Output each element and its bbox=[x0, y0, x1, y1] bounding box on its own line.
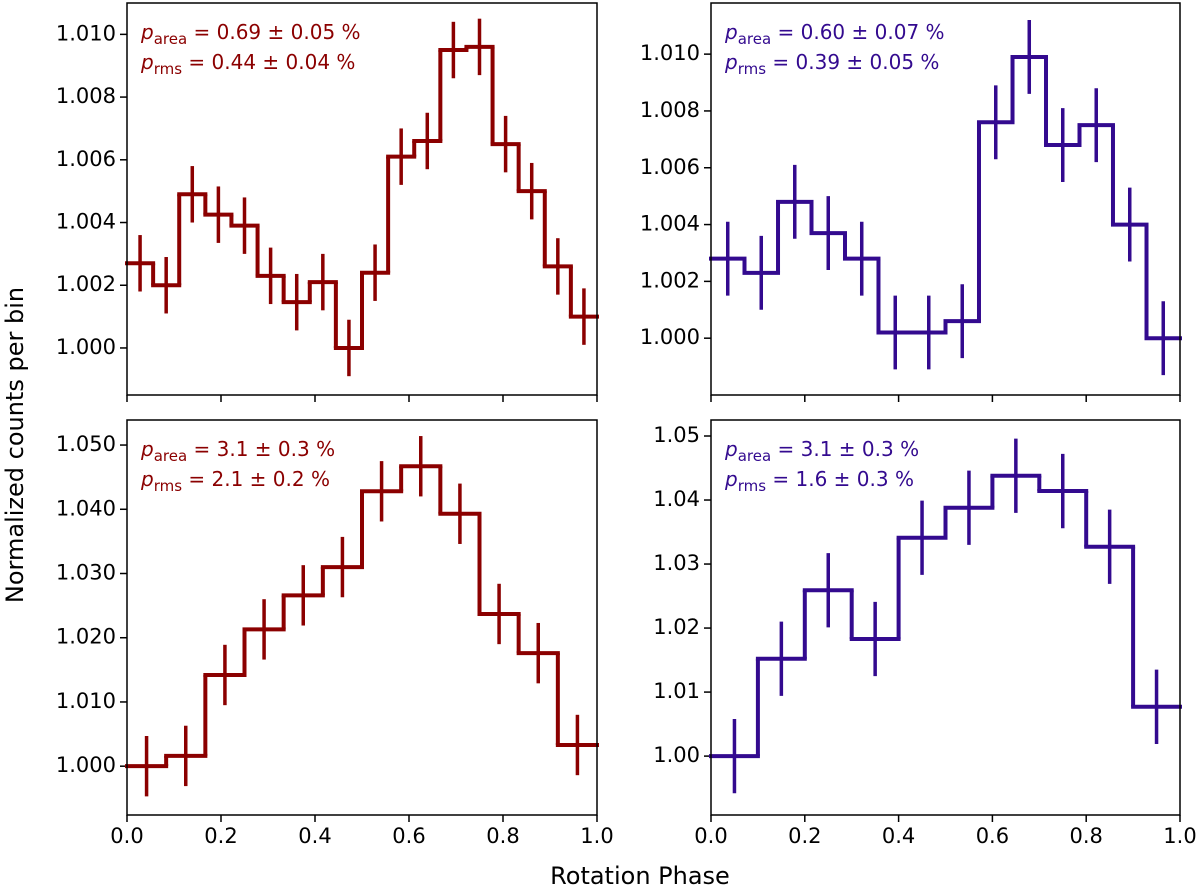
annotation-text: = 0.44 ± 0.04 % bbox=[182, 50, 355, 74]
y-tick-label: 1.050 bbox=[56, 432, 116, 456]
y-tick-label: 1.05 bbox=[653, 423, 700, 447]
y-tick-label: 1.010 bbox=[56, 689, 116, 713]
annotation-text: = 0.39 ± 0.05 % bbox=[766, 50, 939, 74]
x-tick-label: 1.0 bbox=[1163, 824, 1196, 848]
y-tick-label: 1.040 bbox=[56, 496, 116, 520]
x-tick-label: 0.2 bbox=[788, 824, 821, 848]
annotation-text: = 2.1 ± 0.2 % bbox=[182, 467, 330, 491]
annotation-symbol: p bbox=[724, 20, 738, 44]
x-tick-label: 0.6 bbox=[392, 824, 425, 848]
annotation-text: = 0.60 ± 0.07 % bbox=[771, 20, 944, 44]
annotation: prms = 0.39 ± 0.05 % bbox=[724, 50, 939, 78]
y-tick-label: 1.006 bbox=[640, 155, 700, 179]
x-tick-label: 0.2 bbox=[204, 824, 237, 848]
y-tick-label: 1.030 bbox=[56, 561, 116, 585]
y-tick-label: 1.002 bbox=[640, 268, 700, 292]
y-tick-label: 1.010 bbox=[640, 41, 700, 65]
annotation-text: = 3.1 ± 0.3 % bbox=[187, 437, 335, 461]
x-axis-label: Rotation Phase bbox=[550, 862, 730, 889]
y-tick-label: 1.000 bbox=[640, 325, 700, 349]
x-tick-label: 0.0 bbox=[694, 824, 727, 848]
plot-frame bbox=[126, 2, 598, 396]
annotation: prms = 0.44 ± 0.04 % bbox=[140, 50, 355, 78]
annotation: parea = 0.60 ± 0.07 % bbox=[724, 20, 945, 48]
annotation: prms = 1.6 ± 0.3 % bbox=[724, 467, 914, 495]
annotation: parea = 0.69 ± 0.05 % bbox=[140, 20, 361, 48]
x-tick-label: 0.8 bbox=[1069, 824, 1102, 848]
annotation-text: = 0.69 ± 0.05 % bbox=[187, 20, 360, 44]
annotation-subscript: area bbox=[738, 447, 771, 465]
y-tick-label: 1.002 bbox=[56, 272, 116, 296]
annotation-symbol: p bbox=[140, 20, 154, 44]
y-tick-label: 1.006 bbox=[56, 147, 116, 171]
annotation-subscript: area bbox=[154, 30, 187, 48]
plot-frame bbox=[710, 2, 1181, 396]
y-tick-label: 1.04 bbox=[653, 487, 700, 511]
y-tick-label: 1.004 bbox=[640, 212, 700, 236]
annotation: parea = 3.1 ± 0.3 % bbox=[724, 437, 919, 465]
y-tick-label: 1.008 bbox=[640, 98, 700, 122]
y-tick-label: 1.02 bbox=[653, 615, 700, 639]
x-tick-label: 0.6 bbox=[976, 824, 1009, 848]
plot-frame bbox=[126, 419, 598, 816]
annotation-symbol: p bbox=[724, 467, 738, 491]
x-tick-label: 1.0 bbox=[580, 824, 613, 848]
annotation-subscript: rms bbox=[154, 477, 183, 495]
y-axis-label: Normalized counts per bin bbox=[1, 287, 29, 603]
annotation-subscript: area bbox=[154, 447, 187, 465]
annotation: parea = 3.1 ± 0.3 % bbox=[140, 437, 335, 465]
annotation-symbol: p bbox=[140, 467, 154, 491]
annotation-subscript: area bbox=[738, 30, 771, 48]
annotation-text: = 1.6 ± 0.3 % bbox=[766, 467, 914, 491]
annotation-symbol: p bbox=[724, 50, 738, 74]
x-tick-label: 0.8 bbox=[486, 824, 519, 848]
annotation-text: = 3.1 ± 0.3 % bbox=[771, 437, 919, 461]
y-tick-label: 1.000 bbox=[56, 335, 116, 359]
x-tick-label: 0.0 bbox=[110, 824, 143, 848]
y-tick-label: 1.020 bbox=[56, 625, 116, 649]
plot-frame bbox=[710, 419, 1181, 816]
annotation-subscript: rms bbox=[738, 60, 767, 78]
annotation-subscript: rms bbox=[154, 60, 183, 78]
y-tick-label: 1.01 bbox=[653, 679, 700, 703]
annotation-symbol: p bbox=[724, 437, 738, 461]
x-tick-label: 0.4 bbox=[882, 824, 915, 848]
y-tick-label: 1.00 bbox=[653, 743, 700, 767]
annotation-symbol: p bbox=[140, 437, 154, 461]
annotation-symbol: p bbox=[140, 50, 154, 74]
y-tick-label: 1.004 bbox=[56, 210, 116, 234]
y-tick-label: 1.03 bbox=[653, 551, 700, 575]
y-tick-label: 1.008 bbox=[56, 84, 116, 108]
x-tick-label: 0.4 bbox=[298, 824, 331, 848]
annotation: prms = 2.1 ± 0.2 % bbox=[140, 467, 330, 495]
y-tick-label: 1.000 bbox=[56, 753, 116, 777]
y-tick-label: 1.010 bbox=[56, 21, 116, 45]
annotation-subscript: rms bbox=[738, 477, 767, 495]
